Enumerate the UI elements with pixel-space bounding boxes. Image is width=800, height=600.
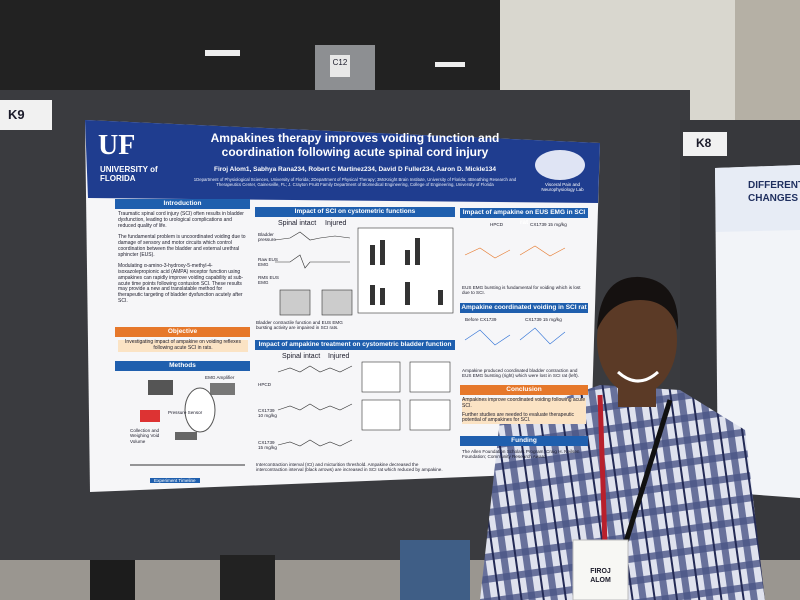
section-heading: Methods bbox=[115, 361, 250, 371]
conclusion-bullet: Ampakines improve coordinated voiding fo… bbox=[462, 397, 586, 409]
light bbox=[205, 50, 240, 56]
row-label: CX1739 10 mg/kg bbox=[258, 408, 277, 419]
conclusion-list: Ampakines improve coordinated voiding fo… bbox=[462, 397, 586, 424]
affiliations: 1Department of Physiological Sciences, U… bbox=[193, 177, 517, 187]
booth-sign: K9 bbox=[8, 107, 25, 122]
lab-logo bbox=[535, 150, 585, 180]
column-label: Spinal intact bbox=[278, 220, 317, 227]
poster-header bbox=[85, 120, 600, 203]
methods-diagram bbox=[130, 380, 245, 466]
sign-right bbox=[683, 132, 727, 156]
column-label: Spinal intact bbox=[282, 353, 321, 360]
booth-sign: C12 bbox=[332, 58, 348, 67]
conclusion-bullet: Further studies are needed to evaluate t… bbox=[462, 411, 575, 424]
section-heading: Objective bbox=[115, 327, 250, 337]
authors: Firoj Alom1, Sabhya Rana234, Robert C Ma… bbox=[213, 166, 496, 173]
right-poster-title: DIFFERENTI bbox=[748, 180, 800, 191]
funding-text: The Allen Foundation Scholars Program; C… bbox=[462, 449, 580, 460]
caption: EUS EMG bursting is fundamental for void… bbox=[462, 285, 581, 296]
section-heading: Funding bbox=[460, 436, 588, 446]
method-label: Experiment Timeline bbox=[150, 478, 200, 484]
objective-text: Investigating impact of ampakine on void… bbox=[118, 339, 248, 352]
section-heading: Impact of ampakine treatment on cystomet… bbox=[255, 340, 455, 350]
light bbox=[435, 62, 465, 67]
people-background bbox=[90, 540, 470, 600]
row-label: RMS EUS EMG bbox=[258, 275, 279, 286]
column-label: Injured bbox=[328, 353, 350, 360]
row-label: HPCD bbox=[258, 382, 272, 387]
right-poster bbox=[715, 165, 800, 498]
row-label: Bladder pressure bbox=[258, 232, 276, 243]
method-label: Collection and Weighing Void Volume bbox=[130, 428, 160, 444]
column-label: Before CX1739 bbox=[465, 317, 497, 322]
poster-title: Ampakines therapy improves voiding funct… bbox=[210, 131, 500, 159]
intro-bullet: Traumatic spinal cord injury (SCI) often… bbox=[118, 211, 244, 229]
method-label: Pressure Sensor bbox=[168, 410, 203, 415]
badge-first: FIROJ bbox=[590, 568, 611, 575]
section-heading: Impact of ampakine on EUS EMG in SCI rat bbox=[460, 208, 588, 226]
logo-name: UNIVERSITY of FLORIDA bbox=[100, 165, 158, 184]
section-heading: Impact of SCI on cystometric functions bbox=[255, 207, 455, 217]
section-heading: Conclusion bbox=[460, 385, 588, 395]
column bbox=[735, 0, 800, 120]
column-label: CX1739 15 mg/kg bbox=[525, 317, 562, 322]
sign-box bbox=[330, 55, 350, 77]
row-label: CX1739 15 mg/kg bbox=[258, 440, 277, 451]
section-heading: Ampakine coordinated voiding in SCI rat bbox=[460, 303, 588, 313]
badge-last: ALOM bbox=[590, 577, 611, 584]
right-poster-header bbox=[715, 165, 800, 232]
column-label: CX1739 15 mg/kg bbox=[530, 222, 567, 227]
lab-name: Visceral Pain and Neurophysiology Lab bbox=[541, 182, 584, 193]
logo-mark: UF bbox=[98, 130, 136, 161]
row-label: Raw EUS EMG bbox=[258, 257, 278, 268]
section-heading: Introduction bbox=[115, 199, 250, 209]
column-label: Injured bbox=[325, 220, 347, 227]
method-label: EMG Amplifier bbox=[205, 375, 235, 380]
bar-thumbnails bbox=[370, 238, 443, 305]
caption: Ampakine produced coordinated bladder co… bbox=[462, 368, 579, 379]
intro-bullet: The fundamental problem is uncoordinated… bbox=[118, 234, 246, 258]
intro-list: Traumatic spinal cord injury (SCI) often… bbox=[118, 211, 248, 305]
right-poster-title: CHANGES IN bbox=[748, 193, 800, 204]
booth-sign: K8 bbox=[696, 136, 712, 150]
caption: Intercontraction interval (ICI) and mict… bbox=[256, 462, 443, 473]
sign-left bbox=[0, 100, 52, 130]
column-label: HPCD bbox=[490, 222, 504, 227]
intro-bullet: Modulating α-amino-3-hydroxy-5-methyl-4-… bbox=[118, 263, 244, 304]
caption: Bladder contractile function and EUS EMG… bbox=[256, 320, 343, 331]
